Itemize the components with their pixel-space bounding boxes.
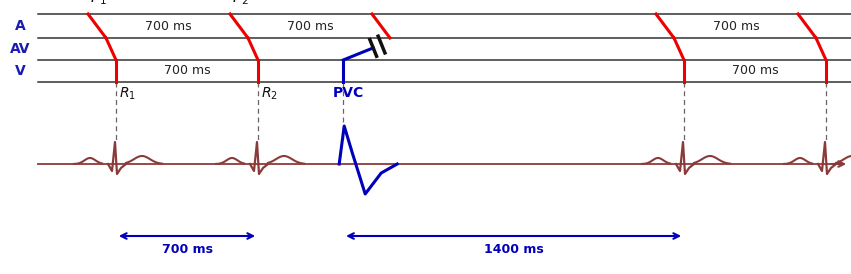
Text: V: V xyxy=(14,64,26,78)
Text: PVC: PVC xyxy=(334,86,364,100)
Text: $P_1$: $P_1$ xyxy=(90,0,107,7)
Text: AV: AV xyxy=(9,42,31,56)
Text: 700 ms: 700 ms xyxy=(162,243,213,256)
Text: $R_2$: $R_2$ xyxy=(261,86,278,102)
Text: A: A xyxy=(14,19,26,33)
Text: 700 ms: 700 ms xyxy=(287,19,334,33)
Text: 700 ms: 700 ms xyxy=(712,19,759,33)
Text: $R_1$: $R_1$ xyxy=(119,86,136,102)
Text: 1400 ms: 1400 ms xyxy=(483,243,544,256)
Text: $P_2$: $P_2$ xyxy=(232,0,248,7)
Text: 700 ms: 700 ms xyxy=(732,64,779,78)
Text: 700 ms: 700 ms xyxy=(145,19,191,33)
Text: 700 ms: 700 ms xyxy=(163,64,210,78)
